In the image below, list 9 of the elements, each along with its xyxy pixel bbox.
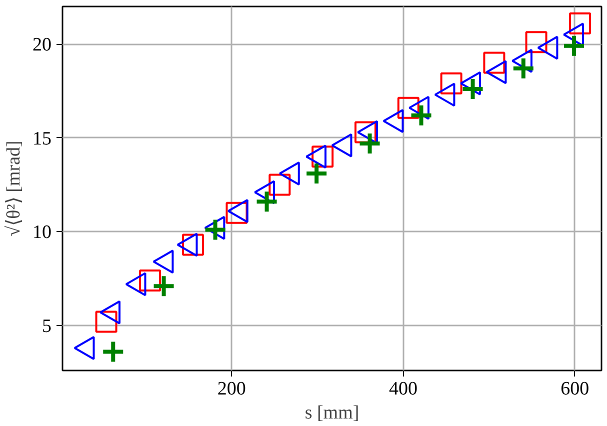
x-tick-label: 600 <box>560 378 590 400</box>
x-axis-title: s [mm] <box>304 402 360 424</box>
y-axis-title: √⟨θ²⟩ [mrad] <box>4 140 24 236</box>
y-tick-label: 5 <box>42 316 52 337</box>
x-tick-label: 400 <box>388 378 418 400</box>
x-tick-label: 200 <box>217 378 246 400</box>
y-tick-label: 20 <box>32 34 52 56</box>
y-tick-label: 15 <box>32 128 52 150</box>
y-tick-label: 10 <box>32 222 52 244</box>
